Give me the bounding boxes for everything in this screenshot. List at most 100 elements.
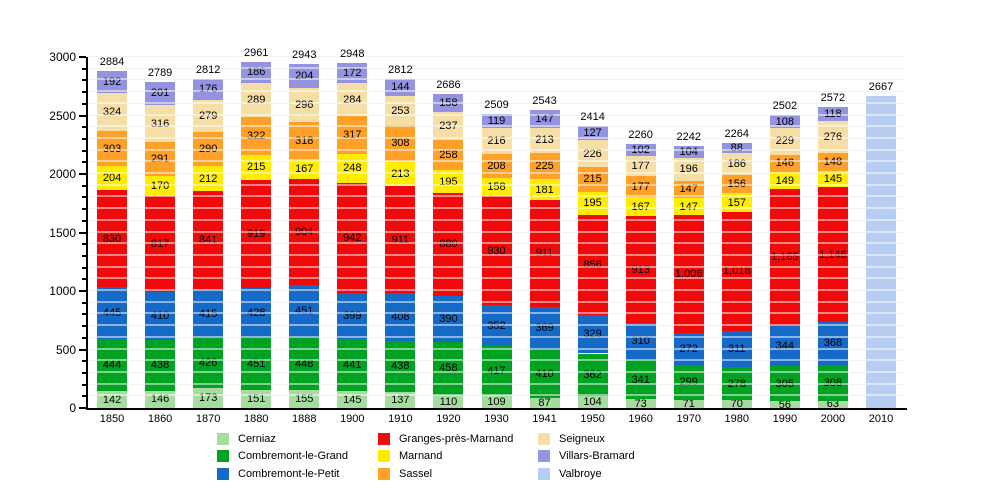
- segment-value-label: 299: [679, 376, 698, 389]
- bar-segment-seigneux: 296: [289, 87, 320, 123]
- segment-value-label: 213: [535, 134, 554, 147]
- segment-value-label: 144: [391, 81, 410, 94]
- segment-value-label: 428: [247, 306, 266, 319]
- bar-segment-cerniaz: 73: [625, 398, 656, 409]
- segment-value-label: 237: [439, 120, 458, 133]
- segment-value-label: 408: [391, 310, 410, 323]
- y-axis-tick-label: 1500: [49, 225, 76, 240]
- bar-segment-seigneux: 229: [769, 127, 800, 155]
- x-axis-tick-label: 1970: [676, 413, 701, 425]
- segment-value-label: 904: [295, 225, 314, 238]
- bar-total-label: 2543: [532, 95, 557, 108]
- legend-label: Villars-Bramard: [559, 450, 635, 463]
- x-axis-tick-label: 1950: [580, 413, 605, 425]
- bar-segment-combremont-le-grand: 448: [289, 337, 320, 390]
- legend-label: Granges-près-Marnand: [399, 432, 514, 445]
- y-axis-tick-label: 2500: [49, 108, 76, 123]
- y-minor-tick: [82, 91, 86, 94]
- y-minor-tick: [82, 371, 86, 374]
- segment-value-label: 119: [487, 115, 506, 128]
- bar-segment-cerniaz: 110: [433, 395, 464, 408]
- bar-segment-granges-pr-s-marnand: 1,165: [769, 189, 800, 326]
- bar-segment-seigneux: 284: [337, 83, 368, 117]
- bar-segment-cerniaz: 145: [337, 391, 368, 408]
- bar-segment-seigneux: 324: [97, 93, 128, 131]
- bar-segment-seigneux: 177: [625, 155, 656, 177]
- legend-swatch: [538, 467, 550, 480]
- bar-segment-marnand: 212: [193, 166, 224, 191]
- segment-value-label: 204: [295, 69, 314, 82]
- bar-segment-marnand: 170: [145, 176, 176, 197]
- segment-value-label: 196: [679, 163, 698, 176]
- legend-item: Combremont-le-Grand: [217, 448, 378, 466]
- bar-segment-combremont-le-grand: 451: [241, 337, 272, 391]
- bar-segment-cerniaz: 151: [241, 390, 272, 408]
- y-axis-tick-label: 0: [69, 401, 76, 415]
- bar-segment-granges-pr-s-marnand: 1,146: [817, 187, 848, 322]
- segment-value-label: 248: [343, 162, 362, 175]
- y-minor-tick: [82, 79, 86, 82]
- bar-segment-cerniaz: 137: [385, 391, 416, 408]
- bar-total-label: 2884: [99, 55, 125, 68]
- bar-segment-granges-pr-s-marnand: 904: [289, 178, 320, 285]
- bar-segment-cerniaz: 71: [673, 397, 704, 410]
- y-minor-tick: [82, 149, 86, 152]
- segment-value-label: 87: [538, 396, 551, 409]
- legend-swatch: [217, 450, 229, 463]
- y-minor-tick: [82, 383, 86, 386]
- legend-swatch: [378, 450, 390, 463]
- segment-value-label: 415: [198, 307, 218, 320]
- legend-item: Valbroye: [538, 465, 688, 483]
- legend-swatch: [378, 432, 390, 445]
- bar-segment-villars-bramard: 102: [625, 143, 656, 156]
- segment-value-label: 71: [682, 397, 695, 410]
- bar-segment-sassel: 148: [817, 153, 848, 171]
- segment-value-label: 310: [631, 335, 650, 348]
- segment-value-label: 201: [150, 87, 170, 100]
- segment-value-label: 145: [343, 393, 362, 406]
- segment-value-label: 417: [487, 364, 506, 377]
- bar-segment-villars-bramard: 201: [145, 81, 176, 106]
- x-axis-tick-label: 1870: [195, 413, 221, 425]
- x-axis-tick-label: 1888: [292, 413, 317, 425]
- segment-value-label: 88: [730, 142, 743, 155]
- bar-segment-seigneux: 213: [529, 127, 560, 153]
- bar-segment-marnand: 157: [721, 193, 752, 212]
- bar-segment-villars-bramard: 147: [529, 110, 560, 128]
- y-axis-tick-label: 1000: [49, 284, 76, 298]
- segment-value-label: 70: [730, 397, 743, 410]
- bar-segment-marnand: 147: [673, 198, 704, 216]
- bar-segment-cerniaz: 70: [721, 397, 752, 410]
- legend-label: Combremont-le-Petit: [238, 467, 340, 480]
- segment-value-label: 56: [778, 398, 791, 411]
- bar-segment-combremont-le-grand: 441: [337, 339, 368, 392]
- segment-value-label: 176: [198, 83, 218, 96]
- x-axis-tick-label: 1850: [99, 413, 125, 425]
- y-axis-tick-label: 2000: [49, 167, 76, 181]
- x-axis-tick-label: 1980: [724, 413, 750, 425]
- segment-value-label: 142: [102, 393, 122, 406]
- bar-total-label: 2572: [820, 92, 846, 105]
- x-axis-tick-label: 1920: [436, 413, 461, 425]
- segment-value-label: 212: [198, 172, 218, 185]
- segment-value-label: 215: [583, 173, 602, 186]
- y-minor-tick: [82, 243, 86, 246]
- y-minor-tick: [82, 126, 86, 129]
- bar-segment-combremont-le-grand: 444: [97, 339, 128, 392]
- segment-value-label: 147: [535, 113, 554, 126]
- segment-value-label: 308: [823, 376, 843, 389]
- bar-segment-marnand: 215: [241, 154, 272, 180]
- segment-value-label: 167: [295, 163, 314, 176]
- bar-segment-granges-pr-s-marnand: 1,018: [721, 211, 752, 331]
- bar-total-label: 2686: [436, 78, 461, 91]
- bar-total-label: 2667: [868, 80, 894, 93]
- segment-value-label: 146: [150, 393, 170, 406]
- segment-value-label: 147: [679, 200, 698, 213]
- y-minor-tick: [82, 313, 86, 316]
- segment-value-label: 156: [727, 178, 746, 191]
- y-minor-tick: [82, 395, 86, 398]
- segment-value-label: 445: [102, 307, 122, 320]
- y-axis-tick-label: 3000: [49, 50, 76, 64]
- segment-value-label: 146: [775, 157, 795, 170]
